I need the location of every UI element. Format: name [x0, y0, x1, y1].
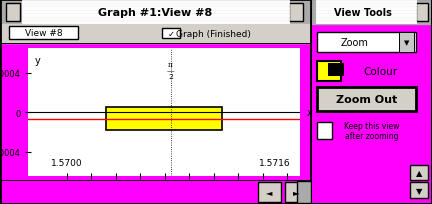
Bar: [297, 181, 311, 203]
Bar: [399, 33, 414, 53]
Bar: [285, 182, 308, 202]
Bar: [317, 33, 416, 53]
Text: Zoom Out: Zoom Out: [336, 94, 397, 104]
Text: Zoom: Zoom: [341, 38, 368, 48]
Bar: [317, 61, 341, 82]
Text: Keep this view
after zooming: Keep this view after zooming: [344, 121, 399, 141]
Text: Colour: Colour: [363, 67, 397, 76]
Bar: [289, 4, 303, 21]
Bar: [258, 182, 282, 202]
Text: π
—
2: π — 2: [167, 60, 175, 81]
Bar: [410, 183, 429, 198]
Bar: [410, 165, 429, 181]
Text: y: y: [35, 55, 40, 65]
Bar: [106, 107, 222, 131]
Bar: [317, 122, 332, 140]
Text: ✓: ✓: [167, 29, 174, 38]
Bar: [416, 4, 429, 21]
Bar: [0, 24, 311, 44]
Text: 1.5716: 1.5716: [258, 159, 290, 167]
Bar: [311, 0, 432, 24]
Text: ▼: ▼: [416, 186, 422, 195]
Text: ▲: ▲: [416, 168, 422, 177]
Text: ▼: ▼: [404, 40, 409, 46]
Bar: [10, 27, 78, 40]
Text: Graph #1:View #8: Graph #1:View #8: [98, 8, 213, 18]
Text: 1.5700: 1.5700: [51, 159, 83, 167]
Bar: [162, 29, 180, 39]
Bar: [0, 0, 311, 24]
Text: ◄: ◄: [267, 187, 273, 196]
Bar: [317, 88, 416, 111]
Text: Graph (Finished): Graph (Finished): [176, 29, 251, 38]
Text: x: x: [307, 108, 312, 118]
Bar: [328, 63, 344, 76]
Text: View #8: View #8: [25, 29, 62, 38]
Text: View Tools: View Tools: [334, 8, 392, 18]
Bar: [6, 4, 20, 21]
Text: ►: ►: [293, 187, 299, 196]
